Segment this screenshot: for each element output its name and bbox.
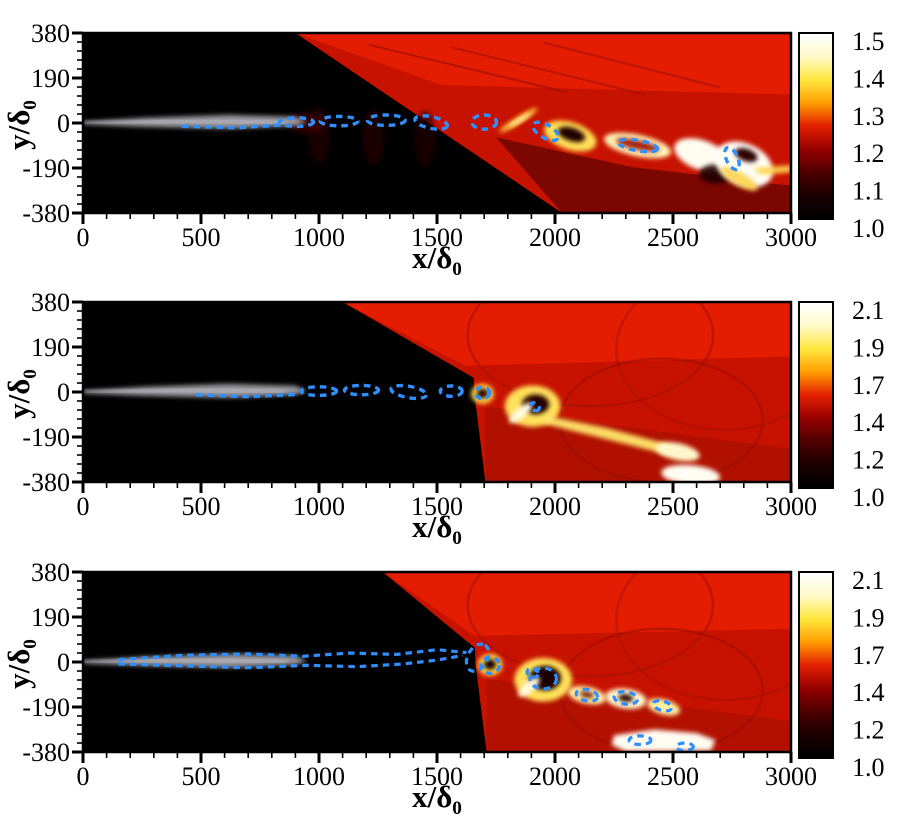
colorbar-tick-label: 1.7 <box>852 371 885 400</box>
y-axis-label: y/δ0 <box>1 274 41 514</box>
x-tick-label: 3000 <box>765 223 817 252</box>
x-axis-label-text: x/δ <box>412 509 453 544</box>
colorbar-tick-label: 1.0 <box>852 214 885 243</box>
x-axis-label-subscript: 0 <box>452 259 462 281</box>
y-axis-label-subscript: 0 <box>20 369 42 379</box>
x-tick-label: 2500 <box>647 762 699 791</box>
colorbar-tick-label: 1.4 <box>852 64 885 93</box>
x-axis-label-text: x/δ <box>412 240 453 275</box>
x-tick-label: 0 <box>77 492 90 521</box>
y-axis-label-text: y/δ <box>1 109 36 150</box>
x-axis-label: x/δ0 <box>337 241 537 287</box>
colorbar-2 <box>798 301 834 489</box>
x-axis-label-subscript: 0 <box>452 528 462 550</box>
x-tick-label: 2500 <box>647 223 699 252</box>
y-tick-label: 0 <box>57 378 70 407</box>
colorbar-tick-label: 1.4 <box>852 408 885 437</box>
heatmap-plot-2 <box>83 302 791 482</box>
heatmap-plot-3 <box>83 572 791 752</box>
y-axis-label: y/δ0 <box>1 544 41 784</box>
colorbar-tick-label: 1.9 <box>852 603 885 632</box>
x-tick-label: 500 <box>182 762 221 791</box>
x-axis-label: x/δ0 <box>337 510 537 556</box>
x-tick-label: 0 <box>77 223 90 252</box>
colorbar-3 <box>798 571 834 759</box>
colorbar-tick-label: 1.2 <box>852 446 885 475</box>
colorbar-tick-label: 1.9 <box>852 333 885 362</box>
colorbar-tick-label: 1.0 <box>852 483 885 512</box>
x-tick-label: 3000 <box>765 492 817 521</box>
colorbar-tick-label: 1.1 <box>852 177 885 206</box>
x-axis-label-text: x/δ <box>412 779 453 814</box>
panel-3: y/δ0 0 500 1000 1500 2000 2500 3000 380 190 0 -190… <box>0 539 900 819</box>
colorbar-tick-label: 2.1 <box>852 296 885 325</box>
colorbar-tick-label: 1.7 <box>852 641 885 670</box>
colorbar-1 <box>798 32 834 220</box>
y-axis-label-text: y/δ <box>1 378 36 419</box>
y-axis-label-subscript: 0 <box>20 100 42 110</box>
colorbar-tick-label: 1.5 <box>852 27 885 56</box>
x-tick-label: 2500 <box>647 492 699 521</box>
flow-feature <box>414 111 436 168</box>
y-axis-label-subscript: 0 <box>20 639 42 649</box>
x-axis-label-subscript: 0 <box>452 798 462 820</box>
x-tick-label: 3000 <box>765 762 817 791</box>
colorbar-tick-label: 1.0 <box>852 753 885 782</box>
flow-field-3 <box>83 572 791 752</box>
y-axis-label: y/δ0 <box>1 5 41 245</box>
y-tick-label: 0 <box>57 648 70 677</box>
x-tick-label: 500 <box>182 223 221 252</box>
colorbar-tick-label: 1.2 <box>852 716 885 745</box>
x-axis-label: x/δ0 <box>337 780 537 826</box>
y-tick-label: 0 <box>57 109 70 138</box>
colorbar-tick-label: 2.1 <box>852 566 885 595</box>
heatmap-plot-1 <box>83 33 791 213</box>
flow-field-1 <box>83 33 791 213</box>
panel-1: y/δ0 0 500 1000 1500 2000 2500 3000 380 190 0 -190… <box>0 0 900 280</box>
flow-field-2 <box>83 302 791 482</box>
y-axis-label-text: y/δ <box>1 648 36 689</box>
panel-2: y/δ0 0 500 1000 1500 2000 2500 3000 380 190 0 -190… <box>0 269 900 549</box>
colorbar-tick-label: 1.2 <box>852 139 885 168</box>
x-tick-label: 500 <box>182 492 221 521</box>
colorbar-tick-label: 1.4 <box>852 678 885 707</box>
colorbar-tick-label: 1.3 <box>852 102 885 131</box>
x-tick-label: 0 <box>77 762 90 791</box>
